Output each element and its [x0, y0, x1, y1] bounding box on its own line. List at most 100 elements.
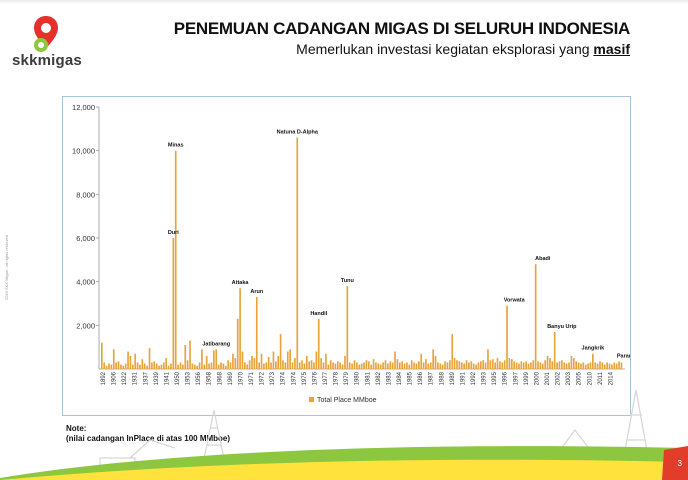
y-tick-label: 2,000 — [76, 321, 95, 330]
bar — [310, 360, 313, 369]
x-tick-label: 1976 — [312, 371, 318, 385]
bar — [608, 363, 611, 369]
x-tick-label: 1953 — [186, 371, 192, 385]
bar — [177, 364, 179, 369]
bar — [315, 351, 318, 369]
x-tick-label: 1997 — [513, 371, 519, 385]
bar-annotation-label: Abadi — [535, 256, 551, 262]
bar — [303, 363, 306, 369]
bar-annotation-label: Attaka — [232, 280, 250, 286]
bar — [565, 363, 568, 369]
bar — [425, 359, 427, 369]
bar — [170, 363, 172, 369]
bar — [167, 365, 170, 369]
bar — [224, 365, 227, 369]
bar — [479, 361, 482, 369]
y-tick-label: 8,000 — [76, 190, 95, 199]
x-tick-label: 1993 — [482, 371, 488, 385]
bar — [494, 362, 496, 369]
bar — [375, 362, 377, 369]
bar — [129, 355, 132, 369]
x-tick-label: 1995 — [492, 371, 498, 385]
bar — [155, 363, 158, 369]
note: Note: (nilai cadangan InPlace di atas 10… — [66, 424, 230, 444]
bar — [236, 318, 239, 369]
bar — [122, 365, 125, 369]
bar — [506, 305, 508, 369]
bar — [232, 353, 234, 369]
bar — [317, 318, 320, 369]
bar — [503, 360, 506, 369]
bar — [489, 360, 492, 369]
x-tick-label: 1989 — [450, 371, 456, 385]
bar — [477, 362, 480, 369]
bar — [248, 360, 251, 369]
bar — [143, 363, 146, 369]
bar — [618, 361, 620, 369]
x-tick-label: 2000 — [534, 371, 540, 385]
bar — [186, 360, 189, 369]
x-tick-label: 1999 — [524, 371, 530, 385]
bar — [339, 362, 342, 369]
bar — [182, 364, 184, 369]
page-title: PENEMUAN CADANGAN MIGAS DI SELURUH INDON… — [173, 19, 631, 38]
bar — [253, 358, 256, 369]
bar — [377, 363, 380, 369]
bar — [112, 349, 115, 369]
bar — [415, 363, 418, 369]
y-tick-label: 12,000 — [72, 103, 95, 112]
bar — [596, 363, 599, 369]
subtitle-emphasis: masif — [593, 41, 630, 57]
bar — [549, 358, 551, 369]
bar-annotation-label: Vorwata — [504, 298, 526, 304]
bar — [227, 360, 229, 369]
x-tick-label: 1969 — [228, 371, 234, 385]
bar — [599, 361, 601, 369]
x-tick-label: 1977 — [323, 371, 329, 385]
y-tick-label: 10,000 — [72, 147, 95, 156]
bar-annotation-label: Arun — [250, 289, 263, 295]
bar — [582, 362, 585, 369]
bar — [363, 362, 365, 369]
bar — [403, 363, 406, 369]
x-tick-label: 1931 — [133, 371, 139, 385]
bar — [465, 360, 468, 369]
bar — [382, 362, 384, 369]
bar — [589, 362, 592, 369]
bar — [396, 359, 399, 369]
bar — [108, 363, 110, 369]
bar — [220, 362, 222, 369]
bar — [134, 353, 137, 369]
bar — [351, 363, 353, 369]
bar — [291, 362, 294, 369]
bar — [398, 362, 401, 369]
bar — [406, 362, 408, 369]
bar — [463, 363, 465, 369]
y-tick-label: 4,000 — [76, 278, 95, 287]
bar — [210, 362, 213, 369]
bar — [620, 362, 623, 369]
bar — [551, 361, 554, 369]
x-tick-label: 1992 — [471, 371, 477, 385]
bar-annotation-label: Natuna D-Alpha — [277, 130, 319, 136]
x-tick-label: 1974 — [291, 371, 297, 385]
x-tick-label: 1972 — [260, 371, 266, 385]
bar — [215, 349, 218, 369]
bar — [139, 364, 141, 369]
side-copyright-text: 2016 SKK Migas - all rights reserved — [4, 235, 9, 300]
page-subtitle: Memerlukan investasi kegiatan eksplorasi… — [296, 41, 630, 57]
bar — [160, 364, 163, 369]
bar — [544, 360, 547, 369]
bar — [401, 361, 403, 369]
bar-annotation-label: Jangkrik — [582, 346, 606, 352]
bar — [594, 362, 597, 369]
bar — [541, 363, 544, 369]
bar — [561, 360, 563, 369]
x-tick-label: 1975 — [302, 371, 308, 385]
bar — [432, 349, 434, 369]
bar — [217, 364, 220, 369]
bar — [322, 362, 325, 369]
bar — [158, 365, 160, 369]
bar — [391, 362, 394, 369]
chart-frame: 2,000 4,000 6,000 8,000 10,000 12,000 Duri Mina… — [62, 96, 631, 416]
